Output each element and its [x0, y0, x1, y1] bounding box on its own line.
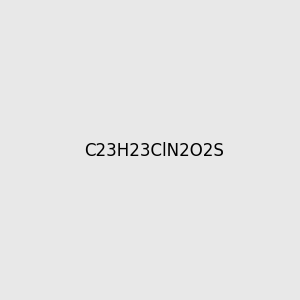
Text: C23H23ClN2O2S: C23H23ClN2O2S	[84, 142, 224, 160]
